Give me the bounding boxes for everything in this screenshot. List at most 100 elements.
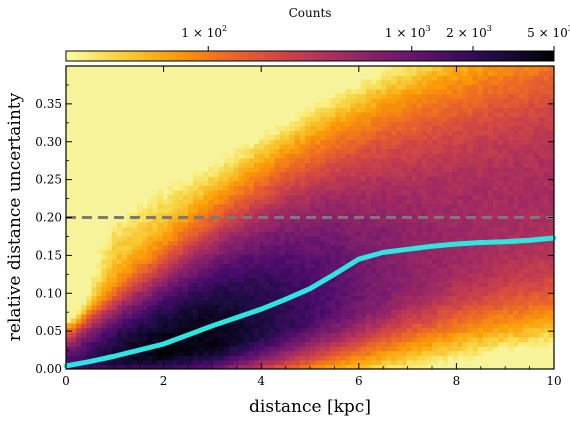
heatmap-cell [320, 171, 326, 177]
heatmap-cell [228, 203, 235, 209]
heatmap-cell [487, 130, 494, 136]
heatmap-cell [294, 286, 301, 292]
heatmap-cell [513, 226, 520, 232]
heatmap-cell [254, 180, 260, 186]
heatmap-cell [487, 107, 494, 113]
heatmap-cell [182, 235, 189, 242]
heatmap-cell [518, 180, 525, 186]
heatmap-cell [121, 364, 128, 369]
heatmap-cell [472, 93, 479, 99]
heatmap-cell [304, 185, 311, 191]
heatmap-cell [208, 235, 215, 242]
heatmap-cell [401, 79, 408, 85]
heatmap-cell [320, 245, 326, 251]
heatmap-cell [498, 212, 504, 219]
heatmap-cell [335, 226, 342, 232]
heatmap-cell [533, 268, 540, 274]
heatmap-cell [137, 272, 143, 278]
heatmap-cell [365, 309, 372, 315]
heatmap-cell [345, 304, 352, 310]
heatmap-cell [421, 79, 428, 85]
heatmap-cell [548, 332, 554, 338]
heatmap-cell [345, 162, 352, 168]
heatmap-cell [406, 75, 413, 81]
heatmap-cell [162, 235, 169, 242]
heatmap-cell [365, 144, 372, 150]
heatmap-cell [310, 235, 316, 242]
heatmap-cell [462, 222, 469, 228]
heatmap-cell [111, 249, 118, 255]
heatmap-cell [548, 245, 554, 251]
heatmap-cell [447, 102, 453, 108]
heatmap-cell [391, 245, 398, 251]
heatmap-cell [147, 217, 154, 223]
heatmap-cell [279, 235, 286, 242]
heatmap-cell [442, 318, 448, 324]
heatmap-cell [462, 235, 469, 242]
heatmap-cell [498, 231, 504, 237]
heatmap-cell [376, 102, 382, 108]
heatmap-cell [401, 70, 408, 76]
heatmap-cell [432, 167, 438, 173]
heatmap-cell [152, 332, 159, 338]
heatmap-cell [167, 245, 174, 251]
heatmap-cell [259, 171, 265, 177]
heatmap-cell [127, 268, 133, 274]
heatmap-cell [442, 235, 448, 242]
heatmap-cell [401, 189, 408, 196]
heatmap-cell [452, 235, 459, 242]
heatmap-cell [462, 144, 469, 150]
heatmap-cell [193, 323, 199, 329]
heatmap-cell [167, 226, 174, 232]
heatmap-cell [193, 304, 199, 310]
heatmap-cell [376, 295, 382, 301]
heatmap-cell [299, 208, 306, 214]
heatmap-cell [452, 75, 459, 81]
heatmap-cell [396, 162, 403, 168]
heatmap-cell [442, 277, 448, 283]
heatmap-cell [472, 148, 479, 154]
heatmap-cell [457, 304, 464, 310]
heatmap-cell [452, 263, 459, 269]
heatmap-cell [381, 332, 387, 338]
heatmap-cell [315, 217, 321, 223]
heatmap-cell [523, 134, 530, 141]
heatmap-cell [223, 212, 230, 219]
heatmap-cell [340, 217, 347, 223]
heatmap-cell [401, 231, 408, 237]
heatmap-cell [386, 167, 392, 173]
heatmap-cell [391, 272, 398, 278]
heatmap-cell [238, 189, 245, 196]
heatmap-cell [188, 346, 194, 352]
heatmap-cell [167, 364, 174, 369]
heatmap-cell [111, 327, 118, 333]
heatmap-cell [513, 111, 520, 118]
heatmap-cell [269, 364, 276, 369]
heatmap-cell [498, 107, 504, 113]
heatmap-cell [391, 125, 398, 131]
heatmap-cell [482, 162, 489, 168]
heatmap-cell [365, 281, 372, 287]
heatmap-cell [254, 199, 260, 205]
heatmap-cell [243, 341, 250, 347]
y-axis-label: relative distance uncertainty [5, 92, 25, 341]
heatmap-cell [162, 359, 169, 366]
heatmap-cell [401, 309, 408, 315]
heatmap-cell [330, 327, 337, 333]
heatmap-cell [152, 286, 159, 292]
heatmap-cell [442, 84, 448, 90]
heatmap-cell [249, 203, 255, 209]
heatmap-cell [259, 217, 265, 223]
heatmap-cell [233, 148, 240, 154]
heatmap-cell [391, 79, 398, 85]
heatmap-cell [121, 263, 128, 269]
heatmap-cell [416, 88, 423, 95]
heatmap-cell [228, 235, 235, 242]
heatmap-cell [482, 102, 489, 108]
heatmap-cell [452, 157, 459, 164]
heatmap-cell [396, 66, 403, 72]
heatmap-cell [238, 346, 245, 352]
heatmap-cell [274, 268, 281, 274]
heatmap-cell [213, 240, 220, 246]
heatmap-cell [538, 300, 545, 306]
